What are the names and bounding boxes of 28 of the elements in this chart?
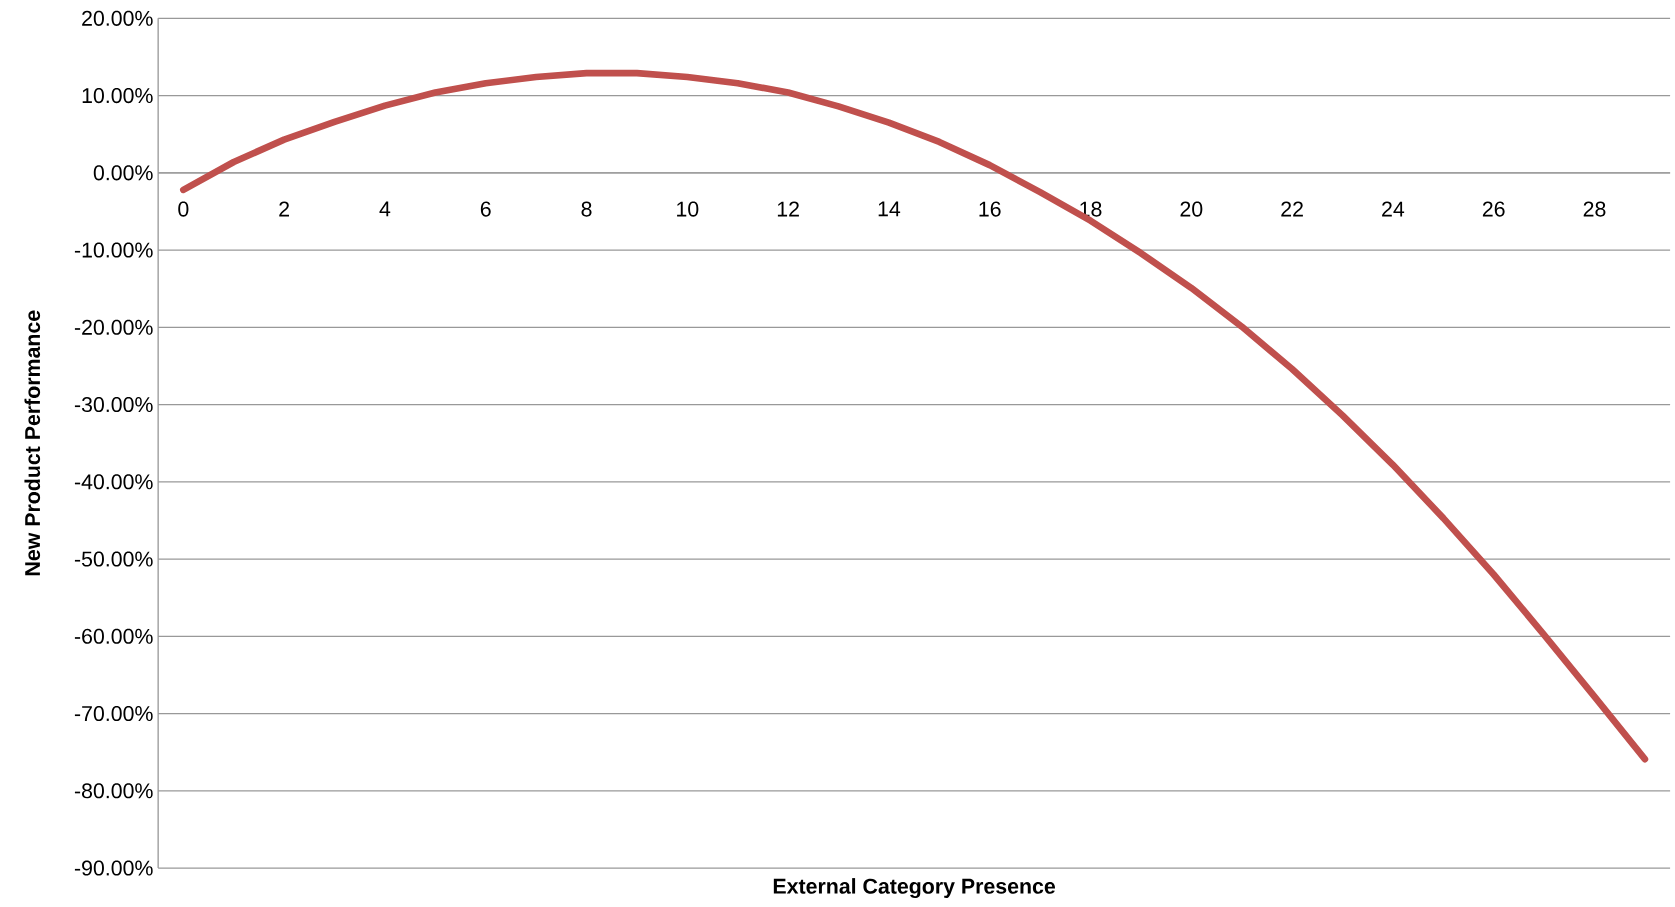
y-tick-label: -40.00% <box>74 474 153 490</box>
y-tick-label: -30.00% <box>74 397 153 413</box>
x-tick-label: 6 <box>480 201 491 217</box>
x-tick-label: 16 <box>979 201 1001 217</box>
x-tick-label: 2 <box>279 201 289 217</box>
y-tick-label: -90.00% <box>74 860 153 876</box>
x-tick-label: 4 <box>379 201 391 217</box>
x-tick-label: 8 <box>581 201 592 217</box>
x-tick-label: 12 <box>777 201 799 217</box>
y-tick-label: -10.00% <box>74 242 153 258</box>
x-tick-label: 14 <box>878 201 901 217</box>
y-tick-label: 10.00% <box>82 88 153 104</box>
x-tick-label: 26 <box>1482 201 1505 217</box>
y-tick-label: -70.00% <box>74 706 153 722</box>
x-tick-label: 0 <box>178 201 189 217</box>
y-tick-label: -60.00% <box>74 628 153 644</box>
y-tick-label: -50.00% <box>74 551 153 567</box>
y-tick-label: -80.00% <box>74 783 153 799</box>
y-tick-label: 20.00% <box>82 10 153 26</box>
x-tick-label: 22 <box>1281 201 1303 217</box>
x-tick-label: 24 <box>1382 201 1405 217</box>
x-tick-label: 20 <box>1180 201 1203 217</box>
y-axis-title: New Product Performance <box>24 310 41 576</box>
y-tick-label: 0.00% <box>93 165 153 181</box>
x-tick-label: 28 <box>1583 201 1606 217</box>
y-tick-label: -20.00% <box>74 319 153 335</box>
x-axis-title: External Category Presence <box>773 878 1056 899</box>
x-tick-label: 10 <box>677 201 699 217</box>
